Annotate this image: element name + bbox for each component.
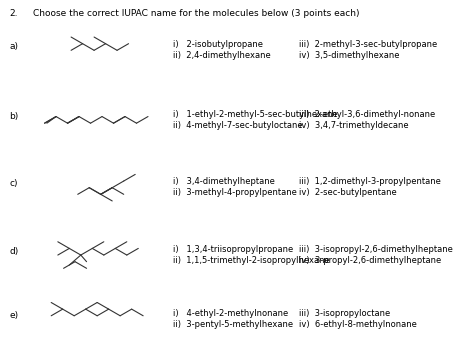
Text: c): c) <box>9 179 18 188</box>
Text: i)   1-ethyl-2-methyl-5-sec-butylhexane: i) 1-ethyl-2-methyl-5-sec-butylhexane <box>173 110 338 119</box>
Text: d): d) <box>9 247 19 256</box>
Text: ii)  1,1,5-trimethyl-2-isopropylhexane: ii) 1,1,5-trimethyl-2-isopropylhexane <box>173 256 330 265</box>
Text: ii)  3-methyl-4-propylpentane: ii) 3-methyl-4-propylpentane <box>173 188 297 197</box>
Text: ii)  3-pentyl-5-methylhexane: ii) 3-pentyl-5-methylhexane <box>173 320 293 329</box>
Text: e): e) <box>9 311 18 320</box>
Text: a): a) <box>9 42 18 51</box>
Text: Choose the correct IUPAC name for the molecules below (3 points each): Choose the correct IUPAC name for the mo… <box>33 9 360 18</box>
Text: iv)  3,5-dimethylhexane: iv) 3,5-dimethylhexane <box>299 51 399 60</box>
Text: iii)  3-isopropyloctane: iii) 3-isopropyloctane <box>299 309 390 318</box>
Text: iii)  1,2-dimethyl-3-propylpentane: iii) 1,2-dimethyl-3-propylpentane <box>299 177 440 186</box>
Text: i)   4-ethyl-2-methylnonane: i) 4-ethyl-2-methylnonane <box>173 309 288 318</box>
Text: iv)  6-ethyl-8-methylnonane: iv) 6-ethyl-8-methylnonane <box>299 320 417 329</box>
Text: i)   2-isobutylpropane: i) 2-isobutylpropane <box>173 40 263 49</box>
Text: i)   1,3,4-triisopropylpropane: i) 1,3,4-triisopropylpropane <box>173 245 293 254</box>
Text: iii)  2-ethyl-3,6-dimethyl-nonane: iii) 2-ethyl-3,6-dimethyl-nonane <box>299 110 435 119</box>
Text: 2.: 2. <box>9 9 18 18</box>
Text: ii)  2,4-dimethylhexane: ii) 2,4-dimethylhexane <box>173 51 271 60</box>
Text: iv)  3-propyl-2,6-dimethylheptane: iv) 3-propyl-2,6-dimethylheptane <box>299 256 441 265</box>
Text: ii)  4-methyl-7-sec-butyloctane: ii) 4-methyl-7-sec-butyloctane <box>173 121 302 130</box>
Text: iv)  2-sec-butylpentane: iv) 2-sec-butylpentane <box>299 188 396 197</box>
Text: i)   3,4-dimethylheptane: i) 3,4-dimethylheptane <box>173 177 275 186</box>
Text: b): b) <box>9 112 19 121</box>
Text: iii)  2-methyl-3-sec-butylpropane: iii) 2-methyl-3-sec-butylpropane <box>299 40 437 49</box>
Text: iii)  3-isopropyl-2,6-dimethylheptane: iii) 3-isopropyl-2,6-dimethylheptane <box>299 245 453 254</box>
Text: iv)  3,4,7-trimethyldecane: iv) 3,4,7-trimethyldecane <box>299 121 408 130</box>
